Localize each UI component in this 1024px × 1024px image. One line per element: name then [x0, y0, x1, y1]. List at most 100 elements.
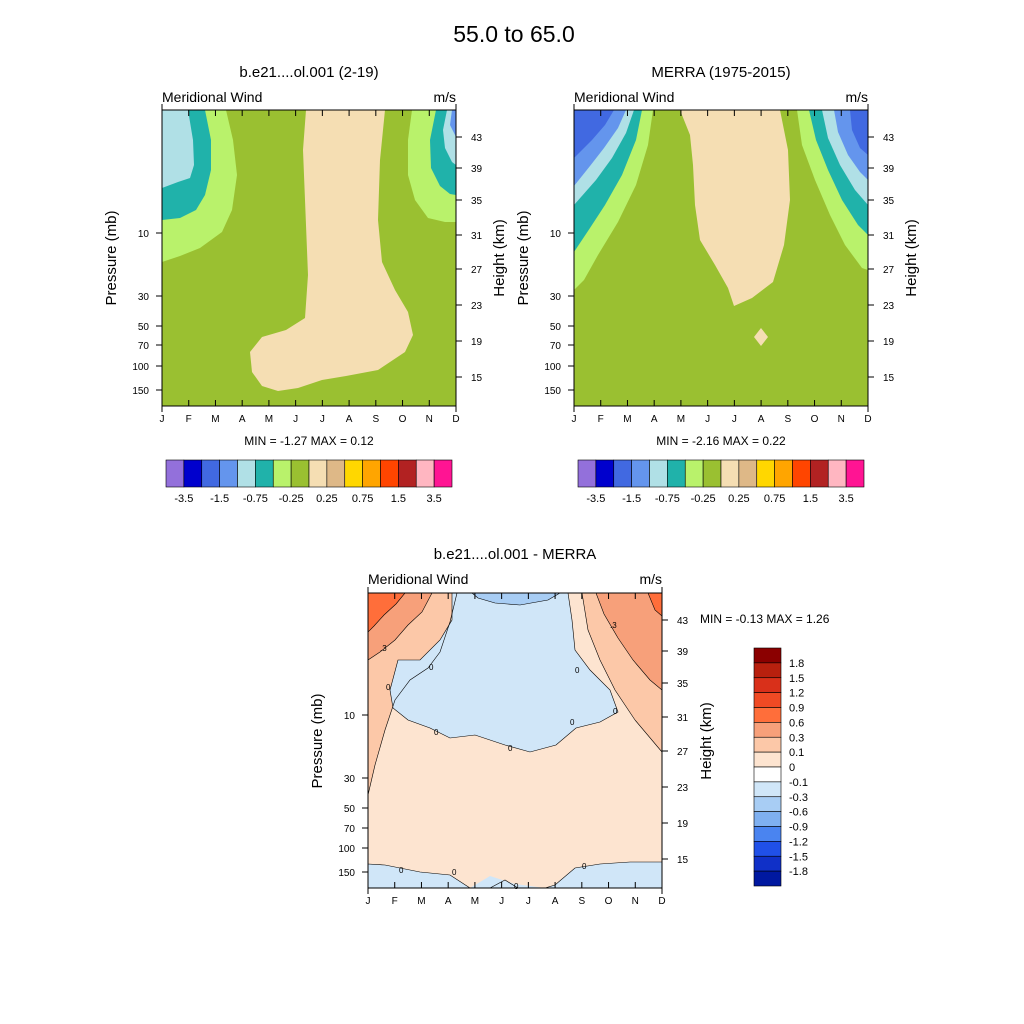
colorbar-label: -0.1: [789, 777, 808, 789]
height-tick-label: 35: [677, 679, 689, 690]
month-label: A: [651, 414, 658, 425]
panel-model-right-label: m/s: [433, 89, 456, 105]
colorbar-swatch: [753, 811, 782, 827]
contour-line-label: 0: [452, 868, 457, 877]
month-label: F: [598, 414, 604, 425]
height-tick-label: 31: [883, 231, 895, 242]
colorbar-model: -3.5 -1.5 -0.75 -0.25 0.25 0.75 1.5 3.5: [165, 459, 453, 505]
colorbar-label: -0.25: [691, 493, 716, 505]
colorbar-swatch: [810, 459, 829, 488]
height-tick-label: 19: [677, 819, 689, 830]
plot-frame: [573, 109, 869, 407]
height-tick-label: 15: [471, 373, 483, 384]
min-max-stats: MIN = -2.16 MAX = 0.22: [656, 434, 786, 448]
pressure-tick-label: 10: [138, 229, 150, 240]
colorbar-label: 3.5: [426, 493, 441, 505]
contour-fill-royalblue-right: [850, 110, 868, 155]
month-ticks-bottom: [367, 882, 663, 888]
pressure-tick-label: 50: [344, 804, 356, 815]
contour-fill-negative-bottom: [368, 862, 662, 888]
contour-line: [581, 593, 662, 753]
colorbar-merra: -3.5 -1.5 -0.75 -0.25 0.25 0.75 1.5 3.5: [577, 459, 865, 505]
month-label: N: [632, 896, 639, 907]
height-tick-label: 43: [471, 133, 483, 144]
colorbar-swatch: [845, 459, 865, 488]
colorbar-swatch: [201, 459, 220, 488]
axis-ticks: [156, 104, 462, 412]
colorbar-swatch: [738, 459, 758, 488]
colorbar-label: -1.5: [622, 493, 641, 505]
colorbar-label: -1.2: [789, 836, 808, 848]
y2-axis-label: Height (km): [491, 219, 508, 297]
height-tick-label: 31: [677, 713, 689, 724]
panel-merra-right-label: m/s: [845, 89, 868, 105]
axis-ticks: [568, 104, 874, 412]
colorbar-swatch: [649, 459, 668, 488]
height-tick-label: 23: [883, 301, 895, 312]
colorbar-swatch: [165, 459, 185, 488]
panel-merra-left-label: Meridional Wind: [574, 89, 674, 105]
pressure-tick-label: 150: [338, 868, 355, 879]
colorbar-swatch: [753, 796, 782, 812]
colorbar-label: 0.9: [789, 703, 804, 715]
contour-line: [544, 861, 662, 888]
month-label: J: [572, 414, 577, 425]
colorbar-label: 3.5: [838, 493, 853, 505]
colorbar-label: -3.5: [586, 493, 605, 505]
colorbar-label: 1.5: [803, 493, 818, 505]
colorbar-swatch: [362, 459, 381, 488]
contour-line: [368, 863, 471, 888]
colorbar-swatch: [433, 459, 453, 488]
panel-model-left-label: Meridional Wind: [162, 89, 262, 105]
colorbar-swatch: [577, 459, 597, 488]
y2-axis-label: Height (km): [903, 219, 920, 297]
colorbar-label: -0.75: [655, 493, 680, 505]
height-tick-label: 23: [677, 783, 689, 794]
month-label: N: [838, 414, 845, 425]
y2-axis-label: Height (km): [698, 702, 715, 780]
colorbar-label: -1.5: [789, 851, 808, 863]
colorbar-swatch: [398, 459, 417, 488]
colorbar-label: -0.75: [243, 493, 268, 505]
colorbar-label: -1.5: [210, 493, 229, 505]
height-tick-label: 15: [677, 855, 689, 866]
month-label: J: [160, 414, 165, 425]
contour-line-label: 0: [429, 663, 434, 672]
colorbar-swatch: [326, 459, 346, 488]
month-label: S: [578, 896, 585, 907]
height-tick-label: 27: [471, 265, 483, 276]
month-label: S: [784, 414, 791, 425]
colorbar-swatch: [720, 459, 740, 488]
min-max-stats: MIN = -1.27 MAX = 0.12: [244, 434, 374, 448]
month-label: A: [239, 414, 246, 425]
colorbar-swatch: [255, 459, 274, 488]
pressure-tick-label: 70: [344, 824, 356, 835]
colorbar-swatch: [753, 855, 782, 872]
y-axis-label: Pressure (mb): [309, 693, 326, 788]
month-label: M: [623, 414, 631, 425]
panel-model: b.e21....ol.001 (2-19) Meridional Wind m…: [103, 64, 508, 448]
month-label: N: [426, 414, 433, 425]
colorbar-swatch: [613, 459, 632, 488]
month-label: D: [452, 414, 459, 425]
colorbar-swatch: [308, 459, 328, 488]
colorbar-swatch: [753, 662, 782, 679]
contour-lines: [368, 593, 662, 888]
contour-fill-0.3-to-0.6-right: [596, 593, 662, 690]
colorbar-swatch: [792, 459, 811, 488]
month-label: O: [811, 414, 819, 425]
colorbar-swatch: [774, 459, 793, 488]
colorbar-swatch: [667, 459, 686, 488]
month-label: F: [392, 896, 398, 907]
height-tick-label: 39: [883, 164, 895, 175]
colorbar-label: 0.3: [789, 732, 804, 744]
contour-line-label: 0: [514, 882, 519, 891]
colorbar-swatch: [753, 841, 782, 857]
colorbar-swatch: [753, 736, 782, 753]
month-label: M: [471, 896, 479, 907]
panel-merra-field: [574, 110, 868, 406]
pressure-tick-label: 30: [138, 292, 150, 303]
height-tick-label: 27: [677, 747, 689, 758]
colorbar-label: -1.8: [789, 866, 808, 878]
